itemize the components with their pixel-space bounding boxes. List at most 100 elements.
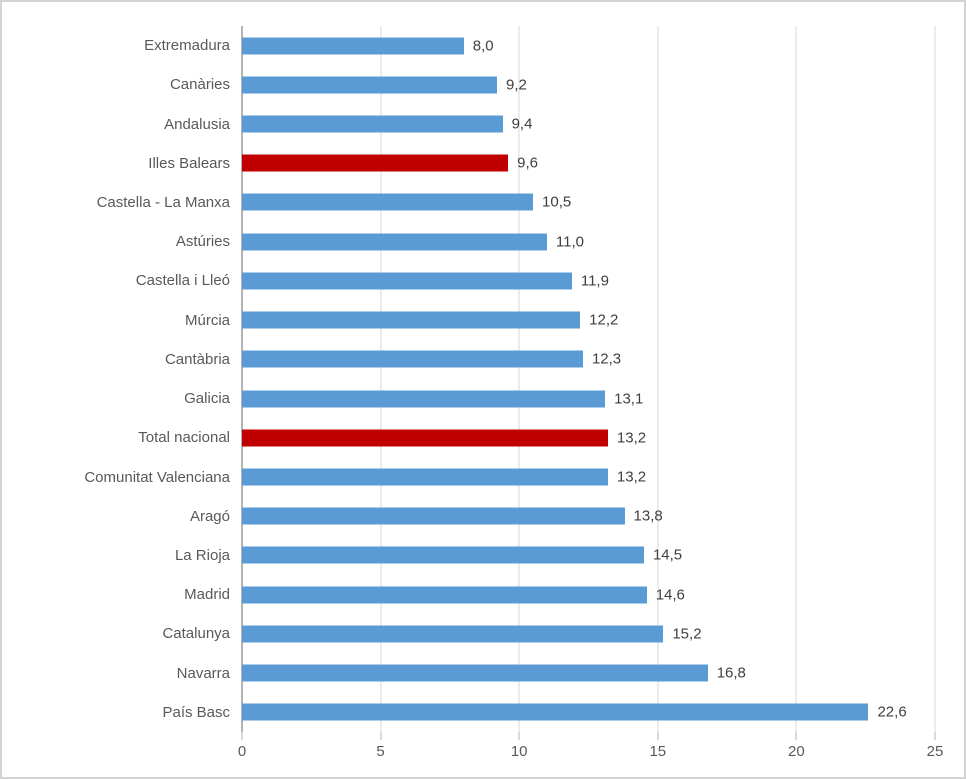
bar-row: 13,1 xyxy=(242,379,935,418)
category-label: Castella i Lleó xyxy=(135,272,230,290)
x-tick-label: 5 xyxy=(376,743,385,760)
bar-row: 14,6 xyxy=(242,575,935,614)
tick-mark-x-20 xyxy=(795,732,797,740)
category-label: Astúries xyxy=(175,233,230,251)
category-label: Múrcia xyxy=(184,311,230,329)
bar xyxy=(242,272,572,290)
gridline-x-5 xyxy=(380,26,382,732)
category-row: Total nacional xyxy=(2,418,230,457)
category-label: Galicia xyxy=(184,390,230,408)
x-tick-label: 15 xyxy=(649,743,667,760)
category-axis: Extremadura Canàries Andalusia Illes Balear… xyxy=(2,26,230,732)
bar xyxy=(242,311,581,329)
value-label: 9,6 xyxy=(517,154,538,172)
bar-row: 13,2 xyxy=(242,457,935,496)
value-label: 11,0 xyxy=(555,233,584,251)
value-label: 12,2 xyxy=(589,311,619,329)
category-label: País Basc xyxy=(162,703,230,721)
category-label: Comunitat Valenciana xyxy=(84,468,230,486)
category-row: Comunitat Valenciana xyxy=(2,457,230,496)
category-row: Aragó xyxy=(2,497,230,536)
bar xyxy=(242,625,664,643)
value-label: 15,2 xyxy=(672,625,702,643)
category-label: Aragó xyxy=(189,507,230,525)
bar xyxy=(242,507,625,525)
bar xyxy=(242,468,608,486)
bar xyxy=(242,664,708,682)
value-label: 11,9 xyxy=(580,272,609,290)
bar xyxy=(242,390,606,408)
value-label: 22,6 xyxy=(877,703,907,721)
value-axis-zero-line xyxy=(241,26,243,732)
tick-mark-x-0 xyxy=(241,732,243,740)
category-row: Galicia xyxy=(2,379,230,418)
category-row: Castella - La Manxa xyxy=(2,183,230,222)
bar-row: 14,5 xyxy=(242,536,935,575)
tick-mark-x-5 xyxy=(380,732,382,740)
category-label: Extremadura xyxy=(144,37,230,55)
x-tick-label: 0 xyxy=(237,743,247,760)
category-row: Múrcia xyxy=(2,301,230,340)
bar xyxy=(242,37,464,55)
category-label: Illes Balears xyxy=(148,154,230,172)
plot-area: 8,0 9,2 9,4 9,6 10,5 11,0 11,9 12,2 12,3 13,1 13,2… xyxy=(238,26,943,759)
category-label: Castella - La Manxa xyxy=(96,193,230,211)
value-label: 13,2 xyxy=(616,468,647,486)
bar xyxy=(242,586,647,604)
tick-mark-x-10 xyxy=(518,732,520,740)
gridline-x-10 xyxy=(518,26,520,732)
category-label: Cantàbria xyxy=(164,350,230,368)
value-label: 14,6 xyxy=(655,586,685,604)
bar-row: 9,2 xyxy=(242,65,935,104)
bar-row: 10,5 xyxy=(242,183,935,222)
x-tick-label: 10 xyxy=(510,743,528,760)
bar-row: 12,2 xyxy=(242,301,935,340)
category-row: Madrid xyxy=(2,575,230,614)
category-label: Total nacional xyxy=(138,429,230,447)
category-row: Navarra xyxy=(2,654,230,693)
value-label: 13,2 xyxy=(616,429,647,447)
bar-row: 13,2 xyxy=(242,418,935,457)
bar xyxy=(242,429,608,447)
bar xyxy=(242,193,534,211)
value-label: 13,8 xyxy=(633,507,663,525)
bar-row: 13,8 xyxy=(242,497,935,536)
bar xyxy=(242,350,583,368)
bar-row: 16,8 xyxy=(242,654,935,693)
category-row: Cantàbria xyxy=(2,340,230,379)
bar xyxy=(242,703,869,721)
category-row: Astúries xyxy=(2,222,230,261)
bar-row: 11,0 xyxy=(242,222,935,261)
category-row: Canàries xyxy=(2,65,230,104)
bar-row: 9,6 xyxy=(242,144,935,183)
category-label: La Rioja xyxy=(174,546,230,564)
value-label: 9,2 xyxy=(506,76,527,94)
value-label: 13,1 xyxy=(614,390,644,408)
value-label: 10,5 xyxy=(542,193,572,211)
x-tick-label: 20 xyxy=(788,743,805,760)
category-label: Catalunya xyxy=(162,625,230,643)
bar-row: 9,4 xyxy=(242,104,935,143)
value-label: 14,5 xyxy=(652,546,683,564)
bar-row: 12,3 xyxy=(242,340,935,379)
bar xyxy=(242,115,503,133)
category-label: Madrid xyxy=(184,586,230,604)
value-label: 9,4 xyxy=(511,115,533,133)
category-label: Navarra xyxy=(176,664,230,682)
category-row: Illes Balears xyxy=(2,144,230,183)
gridline-x-25 xyxy=(934,26,936,732)
category-row: La Rioja xyxy=(2,536,230,575)
category-label: Andalusia xyxy=(164,115,230,133)
x-tick-label: 25 xyxy=(926,743,944,760)
gridline-x-20 xyxy=(795,26,797,732)
value-label: 12,3 xyxy=(591,350,622,368)
category-row: Castella i Lleó xyxy=(2,261,230,300)
bar xyxy=(242,546,644,564)
bar xyxy=(242,233,547,251)
value-label: 8,0 xyxy=(472,37,494,55)
bar xyxy=(242,154,509,172)
bar-row: 11,9 xyxy=(242,261,935,300)
value-label: 16,8 xyxy=(716,664,746,682)
category-row: Catalunya xyxy=(2,614,230,653)
